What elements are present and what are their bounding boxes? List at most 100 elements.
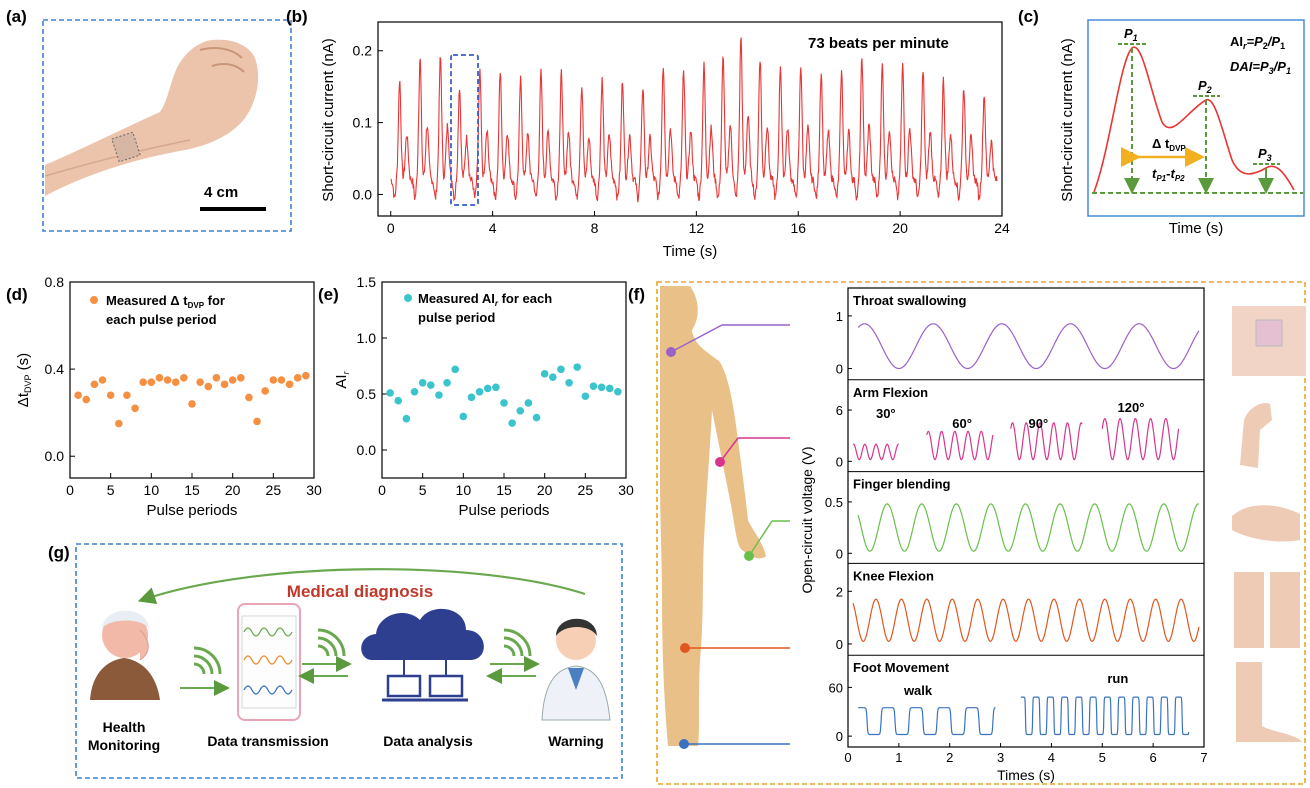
panel-f: (f) Throat swallowing 0 1 Arm Flexion 0 6 30° 6… xyxy=(628,281,1306,785)
legend-e-text: Measured AI xyxy=(418,291,495,306)
panel-g: (g) Medical diagnosis xyxy=(48,543,623,779)
plot-e-point xyxy=(524,399,533,407)
legend-d-line2: each pulse period xyxy=(106,312,217,327)
walk-label: walk xyxy=(903,683,933,698)
plot-e-point xyxy=(565,379,573,387)
plot-d-point xyxy=(74,391,82,400)
plot-d-point xyxy=(302,371,310,380)
tp-label: t xyxy=(1152,166,1157,181)
plot-b-xtick-label: 4 xyxy=(489,220,497,236)
transfer-arrows-2 xyxy=(298,628,352,684)
plot-d-point xyxy=(228,376,237,384)
plot-d-point xyxy=(147,378,156,386)
plot-e-point xyxy=(410,387,419,396)
p1-label: P xyxy=(1124,26,1133,41)
plot-b-series xyxy=(390,37,998,203)
legend-e-sub: r xyxy=(495,299,499,308)
plot-f-xtick-label: 7 xyxy=(1200,750,1207,765)
plot-e-point xyxy=(516,407,525,415)
plot-d-point xyxy=(285,380,294,389)
panel-a-label: (a) xyxy=(6,7,27,26)
plot-b-xtick-label: 24 xyxy=(994,220,1010,236)
plot-f-xtick-label: 1 xyxy=(895,750,902,765)
plot-d-ylabel: Δt xyxy=(15,392,32,407)
sensor-finger xyxy=(744,551,754,561)
plot-f-xtick-label: 5 xyxy=(1099,750,1106,765)
step-data-analysis: Data analysis xyxy=(383,733,473,749)
svg-text:ΔtDVP (s): ΔtDVP (s) xyxy=(15,353,33,407)
plot-e-point xyxy=(508,419,516,427)
delta-sub: DVP xyxy=(1169,144,1186,153)
plot-e-point xyxy=(467,393,476,402)
subplot-title: Arm Flexion xyxy=(853,385,928,400)
plot-f-xlabel: Times (s) xyxy=(997,767,1055,783)
angle-label: 90° xyxy=(1029,416,1049,431)
plot-e-point xyxy=(394,396,403,405)
subplot-ytick-label: 2 xyxy=(836,584,843,599)
plot-e-ylabel: AI xyxy=(333,374,350,388)
svg-text:P3: P3 xyxy=(1258,146,1272,163)
legend-e-rest: for each xyxy=(498,291,552,306)
plot-d-xtick-label: 20 xyxy=(225,482,241,498)
plot-d-point xyxy=(98,376,107,384)
svg-text:Δ tDVP: Δ tDVP xyxy=(1152,136,1186,153)
plot-e-ytick-label: 0.0 xyxy=(357,442,377,458)
subplot-title: Knee Flexion xyxy=(853,568,934,583)
plot-e-xtick-label: 15 xyxy=(496,482,512,498)
plot-d-point xyxy=(277,376,286,384)
subplot-ytick-label: 0.5 xyxy=(825,495,843,510)
plot-d-ylabel-unit: (s) xyxy=(15,353,32,375)
plot-d-xtick-label: 0 xyxy=(66,482,74,498)
svg-text:DAI=P3/P1: DAI=P3/P1 xyxy=(1230,59,1291,76)
subplot-series xyxy=(926,430,994,461)
p2-label: P xyxy=(1198,78,1207,93)
plot-f-xtick-label: 4 xyxy=(1048,750,1055,765)
panel-c-label: (c) xyxy=(1018,7,1039,26)
sensor-foot xyxy=(679,739,689,749)
subplot-ytick-label: 0 xyxy=(836,454,843,469)
plot-d-point xyxy=(171,378,180,386)
tp-mid: -t xyxy=(1166,166,1175,181)
scale-label: 4 cm xyxy=(204,184,238,201)
panel-f-frame xyxy=(656,281,1306,785)
subplot-series xyxy=(1020,696,1190,736)
subplot-ytick-label: 0 xyxy=(836,546,843,561)
plot-d-ytick-label: 0.8 xyxy=(45,274,65,290)
panel-b-label: (b) xyxy=(286,7,308,26)
subplot-series xyxy=(857,323,1200,370)
p3-label: P xyxy=(1258,146,1267,161)
panel-d: (d) 0 5 10 15 20 25 300.00.40.8 Measured Δ tDV… xyxy=(6,274,322,519)
plot-e-point xyxy=(597,383,606,392)
plot-e-axes: 0 5 10 15 20 25 30 0.0 0.5 1.0 1.5 xyxy=(357,274,634,498)
plot-e-point xyxy=(459,412,468,421)
cloud-icon xyxy=(361,608,484,702)
plot-d-point xyxy=(204,382,213,391)
sensor-arm xyxy=(715,457,725,467)
plot-f-ylabel: Open-circuit voltage (V) xyxy=(799,446,815,593)
plot-d-point xyxy=(90,380,99,389)
plot-b-xlabel: Time (s) xyxy=(663,243,717,260)
plot-d-point xyxy=(163,376,172,384)
plot-e-point xyxy=(475,387,484,396)
svg-text:AIr: AIr xyxy=(333,370,351,388)
panel-a-frame xyxy=(42,19,292,232)
plot-f-subplots: Throat swallowing 0 1 Arm Flexion 0 6 30° 60° 90… xyxy=(825,293,1208,765)
subplot-ytick-label: 0 xyxy=(836,362,843,377)
subplot-title: Foot Movement xyxy=(853,660,950,675)
subplot-ytick-label: 0 xyxy=(836,729,843,744)
subplot-ytick-label: 6 xyxy=(836,403,843,418)
plot-e-point xyxy=(435,391,443,399)
delta-label: Δ t xyxy=(1152,136,1170,151)
legend-d-sub: DVP xyxy=(188,301,205,310)
plot-b-ytick-label: 0.1 xyxy=(353,115,373,131)
plot-d-ylabel-sub: DVP xyxy=(23,374,33,393)
sensor-throat xyxy=(666,347,676,357)
photo-throat xyxy=(1232,306,1306,376)
plot-b-ytick-label: 0.2 xyxy=(353,43,373,59)
plot-d-xtick-label: 30 xyxy=(306,482,322,498)
panel-g-frame xyxy=(75,543,623,779)
panel-e-label: (e) xyxy=(318,285,339,304)
p3-sub: 3 xyxy=(1267,153,1272,163)
plot-e-point xyxy=(557,365,565,374)
plot-f-xtick-label: 3 xyxy=(997,750,1004,765)
